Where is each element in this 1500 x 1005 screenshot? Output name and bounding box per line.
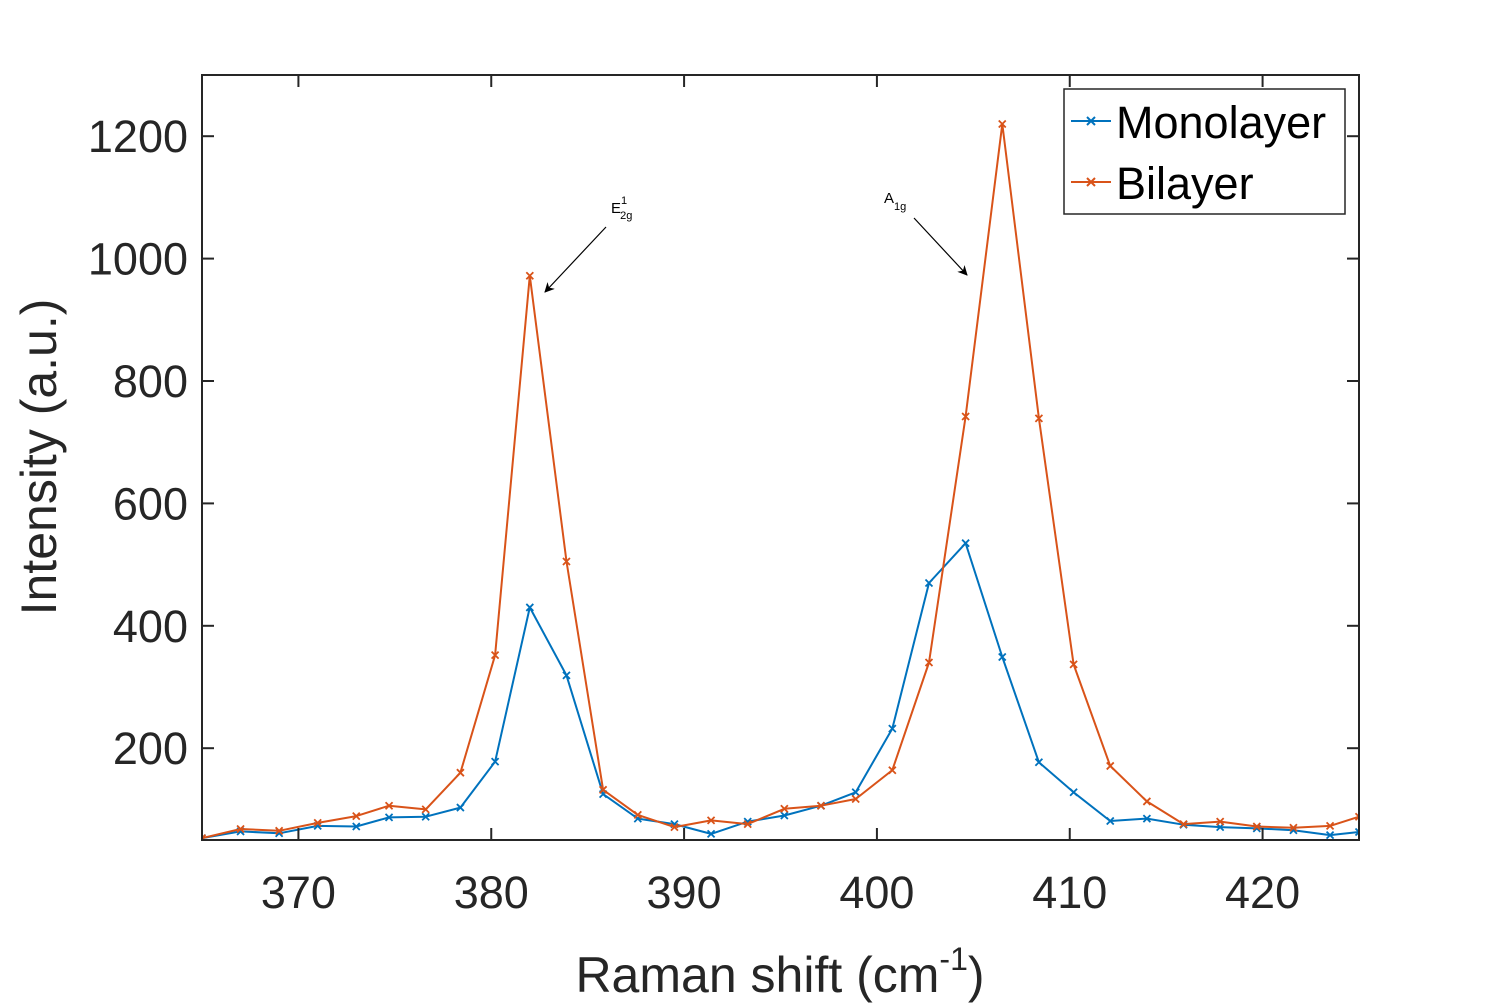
legend-marker-monolayer xyxy=(1086,116,1096,126)
data-point-bilayer-20 xyxy=(924,658,934,667)
data-point-monolayer-4 xyxy=(352,822,361,831)
legend-label-monolayer: Monolayer xyxy=(1116,97,1326,148)
legend: Monolayer Bilayer xyxy=(1063,88,1346,215)
data-point-bilayer-17 xyxy=(816,801,826,810)
data-point-bilayer-11 xyxy=(598,785,608,794)
data-point-bilayer-23 xyxy=(1034,414,1044,423)
x-tick-label-400: 400 xyxy=(839,867,914,918)
data-point-bilayer-32 xyxy=(1354,812,1359,821)
data-point-bilayer-25 xyxy=(1106,761,1115,771)
data-point-bilayer-12 xyxy=(633,810,642,820)
data-point-monolayer-7 xyxy=(456,803,465,812)
data-point-bilayer-26 xyxy=(1142,797,1152,806)
data-point-monolayer-16 xyxy=(780,811,789,820)
data-point-monolayer-31 xyxy=(1325,830,1335,840)
data-point-monolayer-26 xyxy=(1142,814,1152,823)
data-point-bilayer-3 xyxy=(313,818,322,828)
data-point-bilayer-13 xyxy=(670,823,679,832)
annotation-a1g-label: A xyxy=(884,190,894,207)
legend-box xyxy=(1063,88,1346,215)
x-tick-label-370: 370 xyxy=(261,867,336,918)
annotation-layer: E1 2g A1g xyxy=(544,190,968,293)
annotation-a1g: A1g xyxy=(884,190,968,276)
y-tick-label-1000: 1000 xyxy=(88,234,188,285)
data-point-monolayer-10 xyxy=(562,671,571,680)
data-point-monolayer-6 xyxy=(421,812,430,821)
data-point-monolayer-19 xyxy=(888,724,897,733)
x-axis-title: Raman shift (cm-1) xyxy=(575,941,984,1003)
data-point-monolayer-23 xyxy=(1034,758,1044,767)
annotation-a1g-arrow xyxy=(913,217,968,276)
data-point-bilayer-10 xyxy=(562,557,571,566)
data-point-bilayer-5 xyxy=(384,801,394,810)
data-point-monolayer-25 xyxy=(1106,816,1115,826)
data-point-bilayer-4 xyxy=(352,811,361,821)
ticks-layer: 370 380 390 400 410 420 200 400 600 800 1000 1200 xyxy=(88,75,1359,918)
data-point-monolayer-20 xyxy=(924,578,934,588)
data-point-bilayer-16 xyxy=(780,804,789,813)
data-point-monolayer-14 xyxy=(706,829,716,839)
data-point-monolayer-18 xyxy=(851,788,860,797)
data-point-bilayer-21 xyxy=(961,412,970,421)
legend-label-bilayer: Bilayer xyxy=(1116,158,1254,209)
x-tick-label-390: 390 xyxy=(647,867,722,918)
data-point-monolayer-22 xyxy=(998,652,1007,662)
data-point-bilayer-2 xyxy=(274,826,284,835)
legend-marker-bilayer xyxy=(1086,177,1096,187)
data-point-bilayer-8 xyxy=(490,651,500,660)
data-point-bilayer-9 xyxy=(525,271,534,280)
data-point-bilayer-15 xyxy=(743,819,752,829)
data-point-bilayer-30 xyxy=(1289,823,1298,832)
data-point-bilayer-19 xyxy=(888,766,897,775)
annotation-e2g: E1 2g xyxy=(544,195,632,293)
y-tick-label-1200: 1200 xyxy=(88,111,188,162)
svg-text:A1g: A1g xyxy=(884,190,906,213)
data-point-bilayer-24 xyxy=(1069,660,1078,669)
legend-item-bilayer: Bilayer xyxy=(1071,158,1254,209)
data-point-bilayer-7 xyxy=(456,768,465,777)
annotation-e2g-subscript: 2g xyxy=(620,210,632,222)
series-layer xyxy=(202,119,1359,840)
axes-box xyxy=(201,74,1360,841)
data-point-bilayer-27 xyxy=(1179,819,1188,829)
y-tick-label-600: 600 xyxy=(113,478,188,529)
x-tick-label-420: 420 xyxy=(1225,867,1300,918)
y-axis-title: Intensity (a.u.) xyxy=(11,299,67,616)
x-tick-label-380: 380 xyxy=(454,867,529,918)
annotation-a1g-subscript: 1g xyxy=(894,201,906,213)
y-tick-label-800: 800 xyxy=(113,356,188,407)
x-axis-title-suffix: ) xyxy=(968,947,985,1003)
y-tick-label-200: 200 xyxy=(113,723,188,774)
x-tick-label-410: 410 xyxy=(1032,867,1107,918)
x-axis-title-superscript: -1 xyxy=(939,941,967,977)
legend-item-monolayer: Monolayer xyxy=(1071,97,1326,148)
data-point-bilayer-22 xyxy=(998,119,1007,129)
annotation-e2g-superscript: 1 xyxy=(621,195,627,207)
data-point-bilayer-29 xyxy=(1252,822,1261,831)
data-point-bilayer-18 xyxy=(851,794,860,804)
data-point-monolayer-21 xyxy=(961,539,970,548)
data-point-monolayer-9 xyxy=(525,603,534,612)
data-point-bilayer-0 xyxy=(202,834,207,840)
data-point-bilayer-31 xyxy=(1325,821,1335,831)
annotation-e2g-label: E xyxy=(611,200,621,217)
data-point-bilayer-28 xyxy=(1216,817,1225,826)
data-point-monolayer-8 xyxy=(490,757,500,766)
data-point-bilayer-1 xyxy=(236,824,245,834)
data-point-bilayer-6 xyxy=(421,805,430,814)
data-point-bilayer-14 xyxy=(706,816,716,825)
annotation-e2g-arrow xyxy=(544,226,607,293)
data-point-monolayer-24 xyxy=(1069,788,1078,797)
data-point-monolayer-32 xyxy=(1354,827,1359,837)
data-point-monolayer-5 xyxy=(384,813,394,822)
y-tick-label-400: 400 xyxy=(113,601,188,652)
